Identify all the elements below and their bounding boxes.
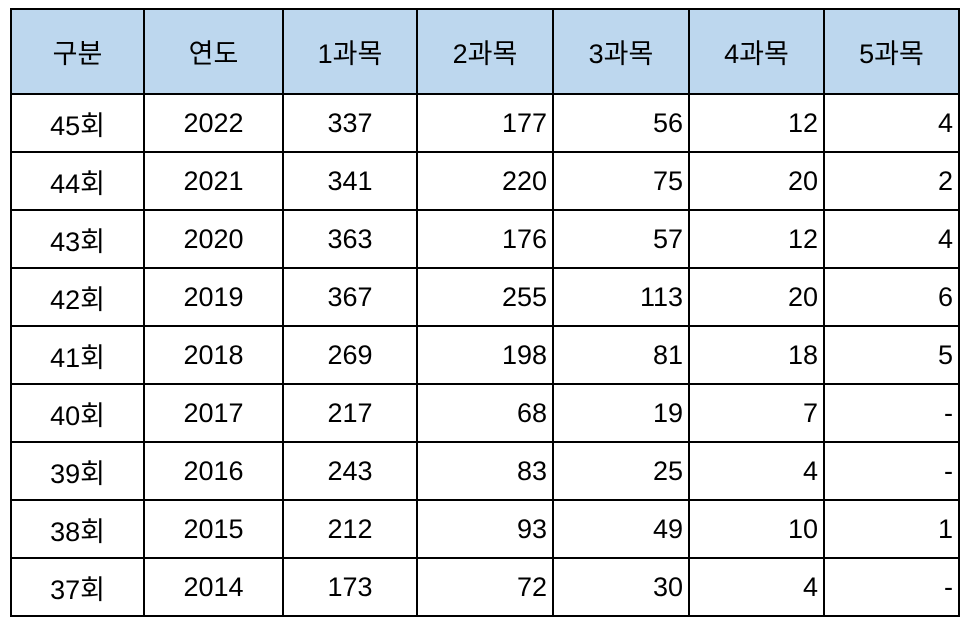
table-cell: 49 bbox=[552, 499, 690, 559]
table-cell: 255 bbox=[416, 267, 554, 327]
table-cell: 40회 bbox=[10, 383, 145, 443]
table-header: 구분 연도 1과목 2과목 3과목 4과목 5과목 bbox=[10, 8, 960, 95]
table-cell: 2022 bbox=[143, 93, 284, 153]
table-row: 43회 2020 363 176 57 12 4 bbox=[10, 209, 960, 269]
exam-subjects-table: 구분 연도 1과목 2과목 3과목 4과목 5과목 45회 2022 337 177 5… bbox=[10, 8, 960, 617]
table-cell: 2 bbox=[823, 151, 960, 211]
table-cell: 68 bbox=[416, 383, 554, 443]
table-row: 41회 2018 269 198 81 18 5 bbox=[10, 325, 960, 385]
table-row: 44회 2021 341 220 75 20 2 bbox=[10, 151, 960, 211]
table-cell: 81 bbox=[552, 325, 690, 385]
header-cell-subject2: 2과목 bbox=[416, 8, 554, 95]
table-cell: 57 bbox=[552, 209, 690, 269]
table-row: 39회 2016 243 83 25 4- bbox=[10, 441, 960, 501]
table-cell: 44회 bbox=[10, 151, 145, 211]
table-body: 45회 2022 337 177 56 12 4 44회 2021 341 220 75 20 2 43회 2… bbox=[10, 93, 960, 617]
table-cell: 18 bbox=[688, 325, 825, 385]
table-cell: 2021 bbox=[143, 151, 284, 211]
table-cell: 25 bbox=[552, 441, 690, 501]
table-cell: 173 bbox=[282, 557, 418, 617]
header-cell-subject3: 3과목 bbox=[552, 8, 690, 95]
table-cell: 83 bbox=[416, 441, 554, 501]
table-cell: 176 bbox=[416, 209, 554, 269]
header-cell-subject1: 1과목 bbox=[282, 8, 418, 95]
table-cell: 220 bbox=[416, 151, 554, 211]
table-cell: 4 bbox=[823, 209, 960, 269]
table-cell: 1 bbox=[823, 499, 960, 559]
table-row: 40회 2017 217 68 19 7- bbox=[10, 383, 960, 443]
header-cell-year: 연도 bbox=[143, 8, 284, 95]
table-cell: 38회 bbox=[10, 499, 145, 559]
table-cell: 10 bbox=[688, 499, 825, 559]
table-cell: - bbox=[823, 557, 960, 617]
table-cell: 2019 bbox=[143, 267, 284, 327]
table-row: 45회 2022 337 177 56 12 4 bbox=[10, 93, 960, 153]
table-cell: 177 bbox=[416, 93, 554, 153]
table-cell: 12 bbox=[688, 93, 825, 153]
table-cell: 341 bbox=[282, 151, 418, 211]
table-cell: 20 bbox=[688, 267, 825, 327]
table-cell: 212 bbox=[282, 499, 418, 559]
header-cell-subject5: 5과목 bbox=[823, 8, 960, 95]
table-cell: 72 bbox=[416, 557, 554, 617]
table-cell: 363 bbox=[282, 209, 418, 269]
table-cell: 56 bbox=[552, 93, 690, 153]
table-row: 38회 2015 212 93 49 10 1 bbox=[10, 499, 960, 559]
table-row: 42회 2019 367 255 113 20 6 bbox=[10, 267, 960, 327]
table-cell: 20 bbox=[688, 151, 825, 211]
table-header-row: 구분 연도 1과목 2과목 3과목 4과목 5과목 bbox=[10, 8, 960, 95]
table-cell: 30 bbox=[552, 557, 690, 617]
table-cell: 19 bbox=[552, 383, 690, 443]
table-cell: 42회 bbox=[10, 267, 145, 327]
table-cell: 113 bbox=[552, 267, 690, 327]
table-cell: 75 bbox=[552, 151, 690, 211]
table-cell: 2017 bbox=[143, 383, 284, 443]
table-cell: 93 bbox=[416, 499, 554, 559]
table-cell: 4 bbox=[688, 557, 825, 617]
table-cell: 37회 bbox=[10, 557, 145, 617]
table-cell: 4 bbox=[688, 441, 825, 501]
table-cell: 2020 bbox=[143, 209, 284, 269]
table-cell: 2014 bbox=[143, 557, 284, 617]
table-cell: 2016 bbox=[143, 441, 284, 501]
header-cell-subject4: 4과목 bbox=[688, 8, 825, 95]
table-cell: - bbox=[823, 383, 960, 443]
table-cell: 198 bbox=[416, 325, 554, 385]
table-cell: 45회 bbox=[10, 93, 145, 153]
table-cell: 2018 bbox=[143, 325, 284, 385]
table-cell: 367 bbox=[282, 267, 418, 327]
table-cell: - bbox=[823, 441, 960, 501]
table-cell: 337 bbox=[282, 93, 418, 153]
table-cell: 4 bbox=[823, 93, 960, 153]
table-cell: 2015 bbox=[143, 499, 284, 559]
table-cell: 43회 bbox=[10, 209, 145, 269]
table-cell: 12 bbox=[688, 209, 825, 269]
table-row: 37회 2014 173 72 30 4- bbox=[10, 557, 960, 617]
table-cell: 217 bbox=[282, 383, 418, 443]
table-cell: 6 bbox=[823, 267, 960, 327]
table-cell: 7 bbox=[688, 383, 825, 443]
table-cell: 41회 bbox=[10, 325, 145, 385]
header-cell-gubun: 구분 bbox=[10, 8, 145, 95]
table-cell: 5 bbox=[823, 325, 960, 385]
table-cell: 269 bbox=[282, 325, 418, 385]
table-cell: 243 bbox=[282, 441, 418, 501]
table-cell: 39회 bbox=[10, 441, 145, 501]
